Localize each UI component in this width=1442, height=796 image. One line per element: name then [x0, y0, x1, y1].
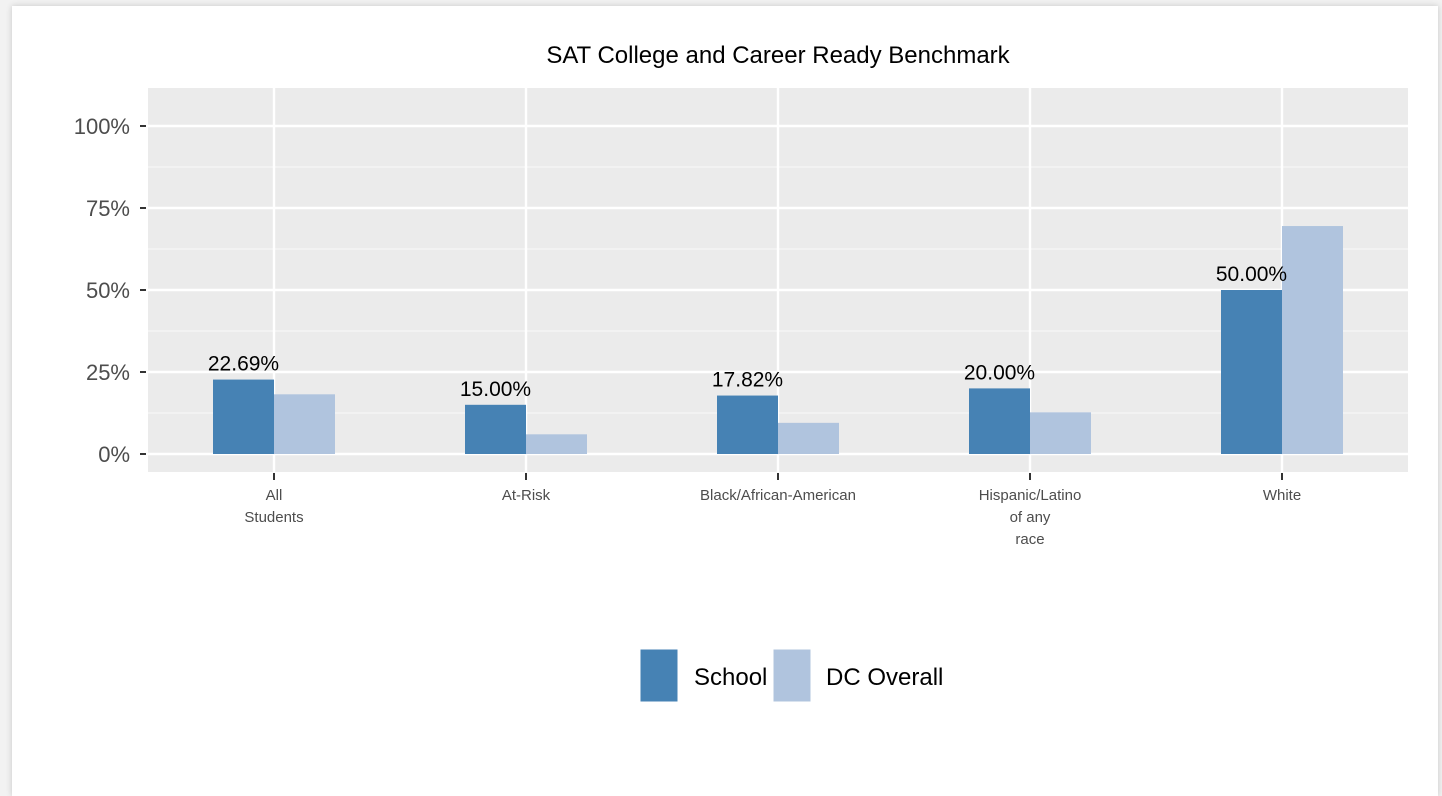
y-tick-label: 50%: [86, 278, 130, 303]
bar-dc-overall: [778, 422, 839, 454]
bar-dc-overall: [274, 394, 335, 454]
y-tick-label: 75%: [86, 196, 130, 221]
data-label: 20.00%: [964, 361, 1035, 384]
y-tick-label: 100%: [74, 114, 130, 139]
legend-swatch-dc-overall: [772, 648, 812, 703]
bar-school: [1221, 290, 1282, 454]
data-label: 17.82%: [712, 369, 783, 392]
data-label: 22.69%: [208, 353, 279, 376]
chart-title: SAT College and Career Ready Benchmark: [546, 42, 1010, 69]
bar-school: [465, 404, 526, 454]
x-tick-label: of any: [1010, 509, 1051, 526]
x-tick-label: All: [266, 487, 283, 504]
legend-label-school: School: [694, 664, 767, 691]
bar-dc-overall: [1030, 412, 1091, 454]
bar-school: [213, 379, 274, 454]
legend-label-dc-overall: DC Overall: [826, 664, 943, 691]
x-tick-label: At-Risk: [502, 487, 551, 504]
y-tick-label: 25%: [86, 360, 130, 385]
data-label: 50.00%: [1216, 263, 1287, 286]
bar-school: [717, 395, 778, 454]
data-label: 15.00%: [460, 378, 531, 401]
legend-swatch-school: [639, 648, 679, 703]
bar-chart: SAT College and Career Ready Benchmark 0%…: [74, 42, 1408, 703]
bar-dc-overall: [1282, 226, 1343, 454]
y-tick-label: 0%: [98, 442, 130, 467]
x-tick-label: Hispanic/Latino: [979, 487, 1082, 504]
x-tick-label: race: [1015, 531, 1044, 548]
chart-card: SAT College and Career Ready Benchmark 0%…: [12, 6, 1438, 796]
x-tick-label: Black/African-American: [700, 487, 856, 504]
x-tick-label: White: [1263, 487, 1301, 504]
bar-dc-overall: [526, 434, 587, 454]
x-tick-label: Students: [244, 509, 303, 526]
bar-school: [969, 388, 1030, 454]
